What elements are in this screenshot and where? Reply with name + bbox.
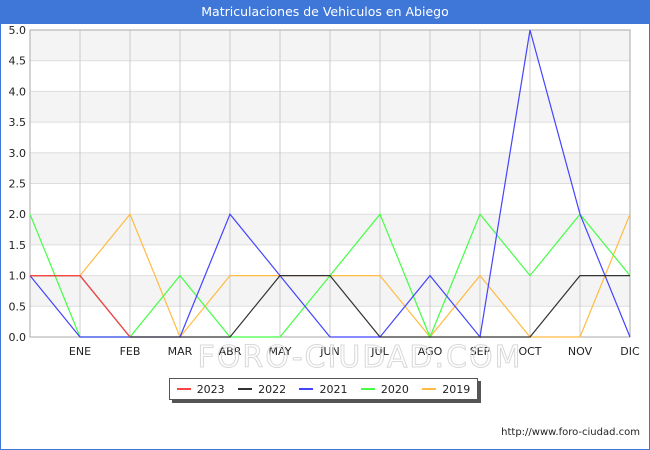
- y-tick-label: 3.5: [9, 116, 27, 129]
- x-tick-label: DIC: [620, 345, 640, 358]
- x-tick-label: AGO: [418, 345, 443, 358]
- legend-swatch: [299, 388, 314, 390]
- legend-item-2019: 2019: [422, 383, 470, 396]
- y-tick-label: 0.5: [9, 300, 27, 313]
- x-tick-label: JUN: [319, 345, 340, 358]
- x-tick-label: MAR: [168, 345, 193, 358]
- y-tick-label: 4.0: [9, 85, 27, 98]
- y-tick-label: 2.0: [9, 208, 27, 221]
- chart-title: Matriculaciones de Vehiculos en Abiego: [0, 0, 650, 24]
- x-tick-label: MAY: [269, 345, 292, 358]
- legend-label: 2022: [258, 382, 287, 396]
- x-tick-label: SEP: [470, 345, 491, 358]
- watermark-text: FORO-CIUDAD.COM: [198, 340, 523, 375]
- legend-label: 2020: [380, 382, 409, 396]
- x-tick-label: JUL: [370, 345, 389, 358]
- x-tick-label: NOV: [568, 345, 593, 358]
- chart-legend: 2023 2022 2021 2020 2019: [169, 378, 478, 400]
- legend-swatch: [176, 388, 191, 390]
- legend-label: 2023: [196, 382, 225, 396]
- legend-swatch: [360, 388, 375, 390]
- y-tick-label: 2.5: [9, 178, 27, 191]
- x-tick-label: FEB: [120, 345, 141, 358]
- legend-label: 2021: [319, 382, 348, 396]
- source-url[interactable]: http://www.foro-ciudad.com: [501, 427, 640, 438]
- legend-item-2022: 2022: [238, 383, 286, 396]
- legend-item-2021: 2021: [299, 383, 347, 396]
- series-line-2023: [30, 275, 131, 338]
- legend-label: 2019: [442, 382, 471, 396]
- y-tick-label: 1.5: [9, 239, 27, 252]
- y-tick-label: 0.0: [9, 331, 27, 344]
- legend-item-2023: 2023: [176, 382, 225, 396]
- y-tick-label: 3.0: [9, 147, 27, 160]
- legend-swatch: [422, 388, 437, 390]
- y-tick-label: 4.5: [9, 55, 27, 68]
- y-tick-label: 1.0: [9, 270, 27, 283]
- legend-item-2020: 2020: [360, 382, 409, 396]
- x-tick-label: ABR: [219, 345, 242, 358]
- x-tick-label: OCT: [518, 345, 541, 358]
- legend-swatch: [238, 388, 253, 390]
- x-tick-label: ENE: [69, 345, 91, 358]
- y-tick-label: 5.0: [9, 24, 27, 37]
